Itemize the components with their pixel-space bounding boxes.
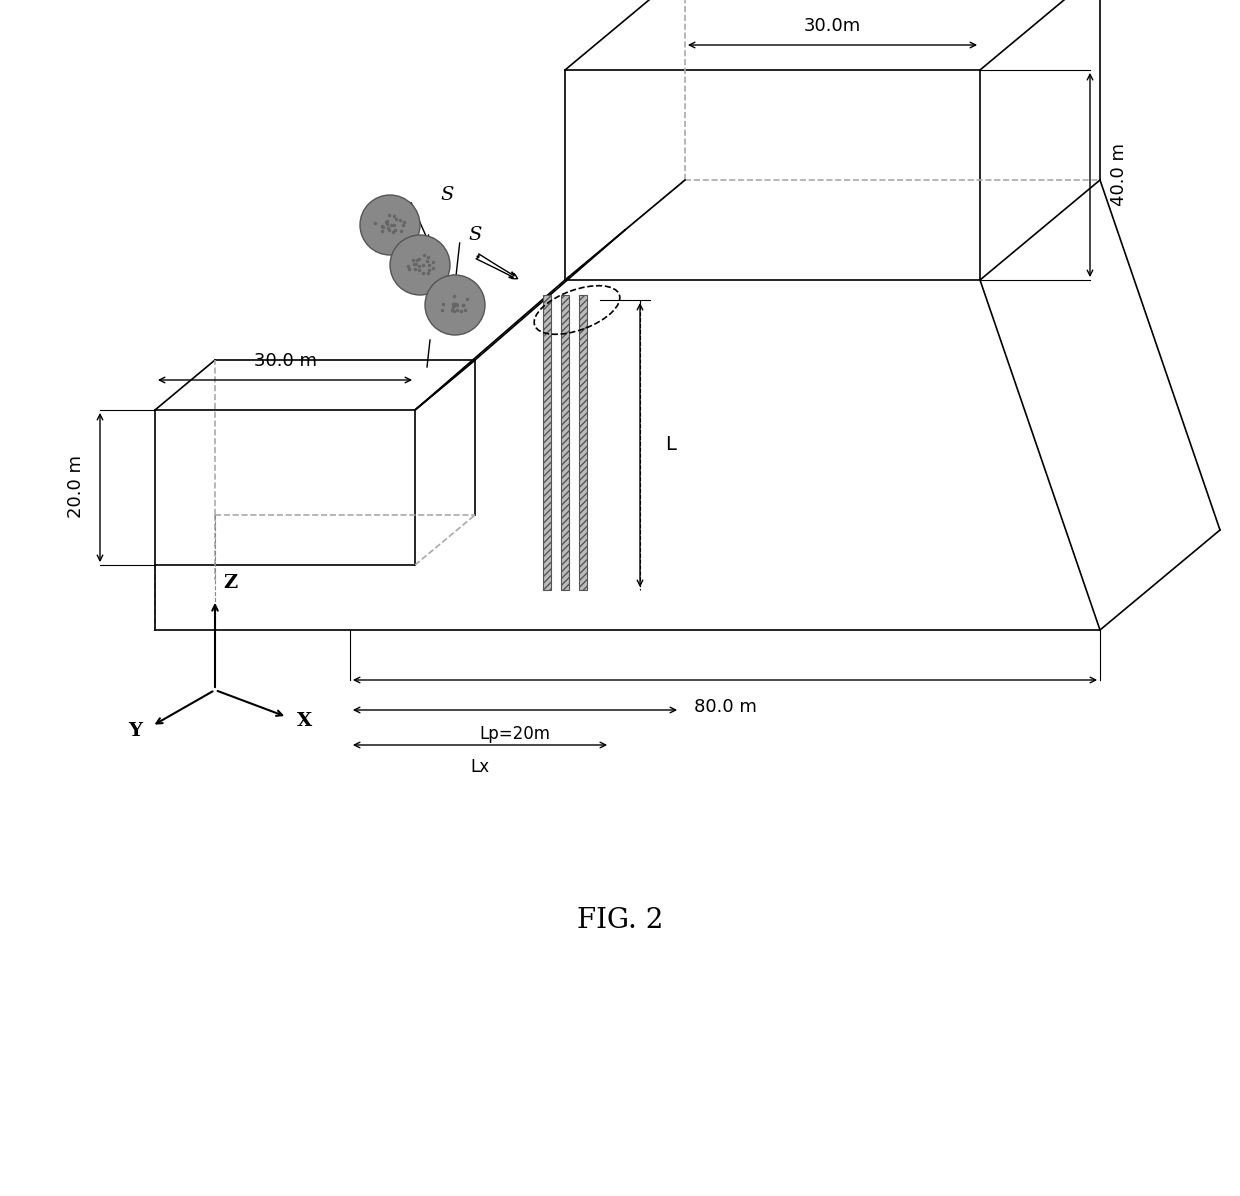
Bar xyxy=(579,295,587,590)
Circle shape xyxy=(360,195,420,255)
Bar xyxy=(560,295,569,590)
Text: Lp=20m: Lp=20m xyxy=(480,725,551,743)
Circle shape xyxy=(425,275,485,335)
Bar xyxy=(543,295,551,590)
Text: Z: Z xyxy=(223,574,237,592)
Text: Lx: Lx xyxy=(470,758,490,776)
Text: Y: Y xyxy=(129,721,143,739)
Text: X: X xyxy=(296,713,311,731)
Text: S: S xyxy=(467,226,481,244)
Text: L: L xyxy=(665,435,676,454)
Text: 40.0 m: 40.0 m xyxy=(1110,144,1128,207)
Text: S: S xyxy=(440,187,454,205)
Text: 80.0 m: 80.0 m xyxy=(693,698,756,716)
Text: FIG. 2: FIG. 2 xyxy=(577,907,663,934)
Text: 30.0m: 30.0m xyxy=(804,17,861,35)
Text: 30.0 m: 30.0 m xyxy=(253,352,316,370)
Circle shape xyxy=(391,234,450,295)
Text: 20.0 m: 20.0 m xyxy=(67,456,86,519)
